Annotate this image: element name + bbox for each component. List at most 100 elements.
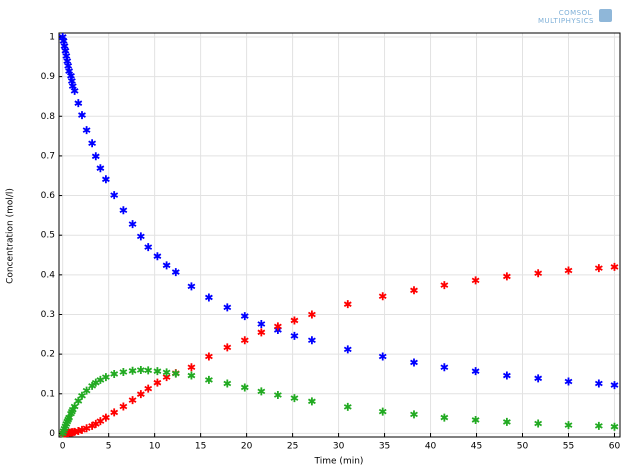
marker — [502, 272, 511, 281]
marker — [110, 191, 119, 200]
x-axis-label: Time (min) — [314, 457, 364, 467]
marker — [153, 367, 162, 376]
marker — [610, 262, 619, 271]
marker — [74, 396, 83, 405]
marker — [273, 390, 282, 399]
marker — [144, 243, 153, 252]
marker — [70, 402, 79, 411]
marker — [136, 390, 145, 399]
marker — [61, 46, 70, 55]
marker — [378, 407, 387, 416]
marker — [187, 363, 196, 372]
marker — [440, 413, 449, 422]
marker — [59, 36, 68, 45]
marker — [257, 328, 266, 337]
marker — [204, 375, 213, 384]
x-tick-label: 35 — [379, 442, 390, 452]
x-tick-label: 5 — [106, 442, 112, 452]
marker — [153, 378, 162, 387]
marker — [223, 379, 232, 388]
marker — [410, 410, 418, 419]
marker — [74, 99, 83, 108]
x-tick-label: 45 — [471, 442, 482, 452]
marker — [78, 391, 86, 400]
marker — [594, 379, 603, 388]
marker — [471, 415, 480, 424]
marker — [290, 316, 299, 325]
marker — [290, 394, 299, 403]
marker — [128, 396, 137, 405]
marker — [128, 366, 137, 375]
marker — [144, 366, 153, 375]
marker — [307, 397, 316, 406]
x-tick-label: 25 — [287, 442, 298, 452]
marker — [204, 293, 213, 302]
marker — [502, 371, 511, 380]
marker — [594, 421, 603, 430]
marker — [101, 413, 110, 422]
marker — [273, 322, 282, 331]
marker — [410, 358, 418, 367]
x-tick-label: 50 — [517, 442, 529, 452]
marker — [610, 422, 619, 431]
marker — [110, 369, 119, 378]
marker — [119, 206, 128, 215]
marker — [534, 419, 543, 428]
marker — [96, 164, 105, 173]
marker — [60, 42, 69, 51]
x-tick-label: 0 — [60, 442, 66, 452]
marker — [240, 312, 249, 321]
marker — [91, 152, 100, 161]
y-tick-label: 0.1 — [41, 389, 55, 399]
y-tick-label: 0.5 — [41, 231, 55, 241]
marker — [307, 310, 316, 319]
marker — [440, 363, 449, 372]
marker — [378, 292, 387, 301]
y-tick-label: 0.4 — [41, 270, 56, 280]
x-tick-label: 55 — [563, 442, 574, 452]
marker — [67, 76, 76, 85]
y-tick-label: 0.7 — [41, 151, 55, 161]
x-tick-label: 10 — [149, 442, 161, 452]
marker — [378, 352, 387, 361]
marker — [128, 220, 137, 229]
marker — [67, 71, 75, 80]
logo-line-1: COMSOL — [559, 9, 592, 17]
marker — [119, 367, 128, 376]
marker — [171, 268, 180, 277]
marker — [290, 331, 299, 340]
marker — [70, 86, 79, 95]
x-tick-label: 15 — [195, 442, 206, 452]
y-tick-label: 0.8 — [41, 112, 56, 122]
marker — [564, 377, 573, 386]
marker — [257, 320, 266, 329]
marker — [144, 384, 153, 393]
marker — [534, 374, 543, 383]
y-tick-label: 0.6 — [41, 191, 56, 201]
marker — [610, 381, 619, 390]
marker — [307, 336, 316, 345]
marker — [187, 282, 196, 291]
marker — [343, 300, 352, 309]
y-axis-label: Concentration (mol/l) — [6, 188, 16, 284]
marker — [223, 303, 232, 312]
marker — [88, 381, 97, 390]
marker — [502, 417, 511, 426]
marker — [187, 371, 196, 380]
x-tick-label: 60 — [609, 442, 621, 452]
plot-frame — [58, 32, 621, 438]
marker — [204, 352, 213, 361]
marker — [564, 421, 573, 430]
x-tick-label: 30 — [333, 442, 345, 452]
x-tick-label: 40 — [425, 442, 437, 452]
y-tick-label: 1 — [49, 32, 55, 42]
y-tick-label: 0.2 — [41, 350, 55, 360]
marker — [101, 175, 110, 184]
marker — [343, 402, 352, 411]
marker — [534, 269, 543, 278]
marker — [471, 276, 480, 285]
y-tick-label: 0.3 — [41, 310, 55, 320]
marker — [78, 425, 86, 434]
marker — [96, 375, 105, 384]
